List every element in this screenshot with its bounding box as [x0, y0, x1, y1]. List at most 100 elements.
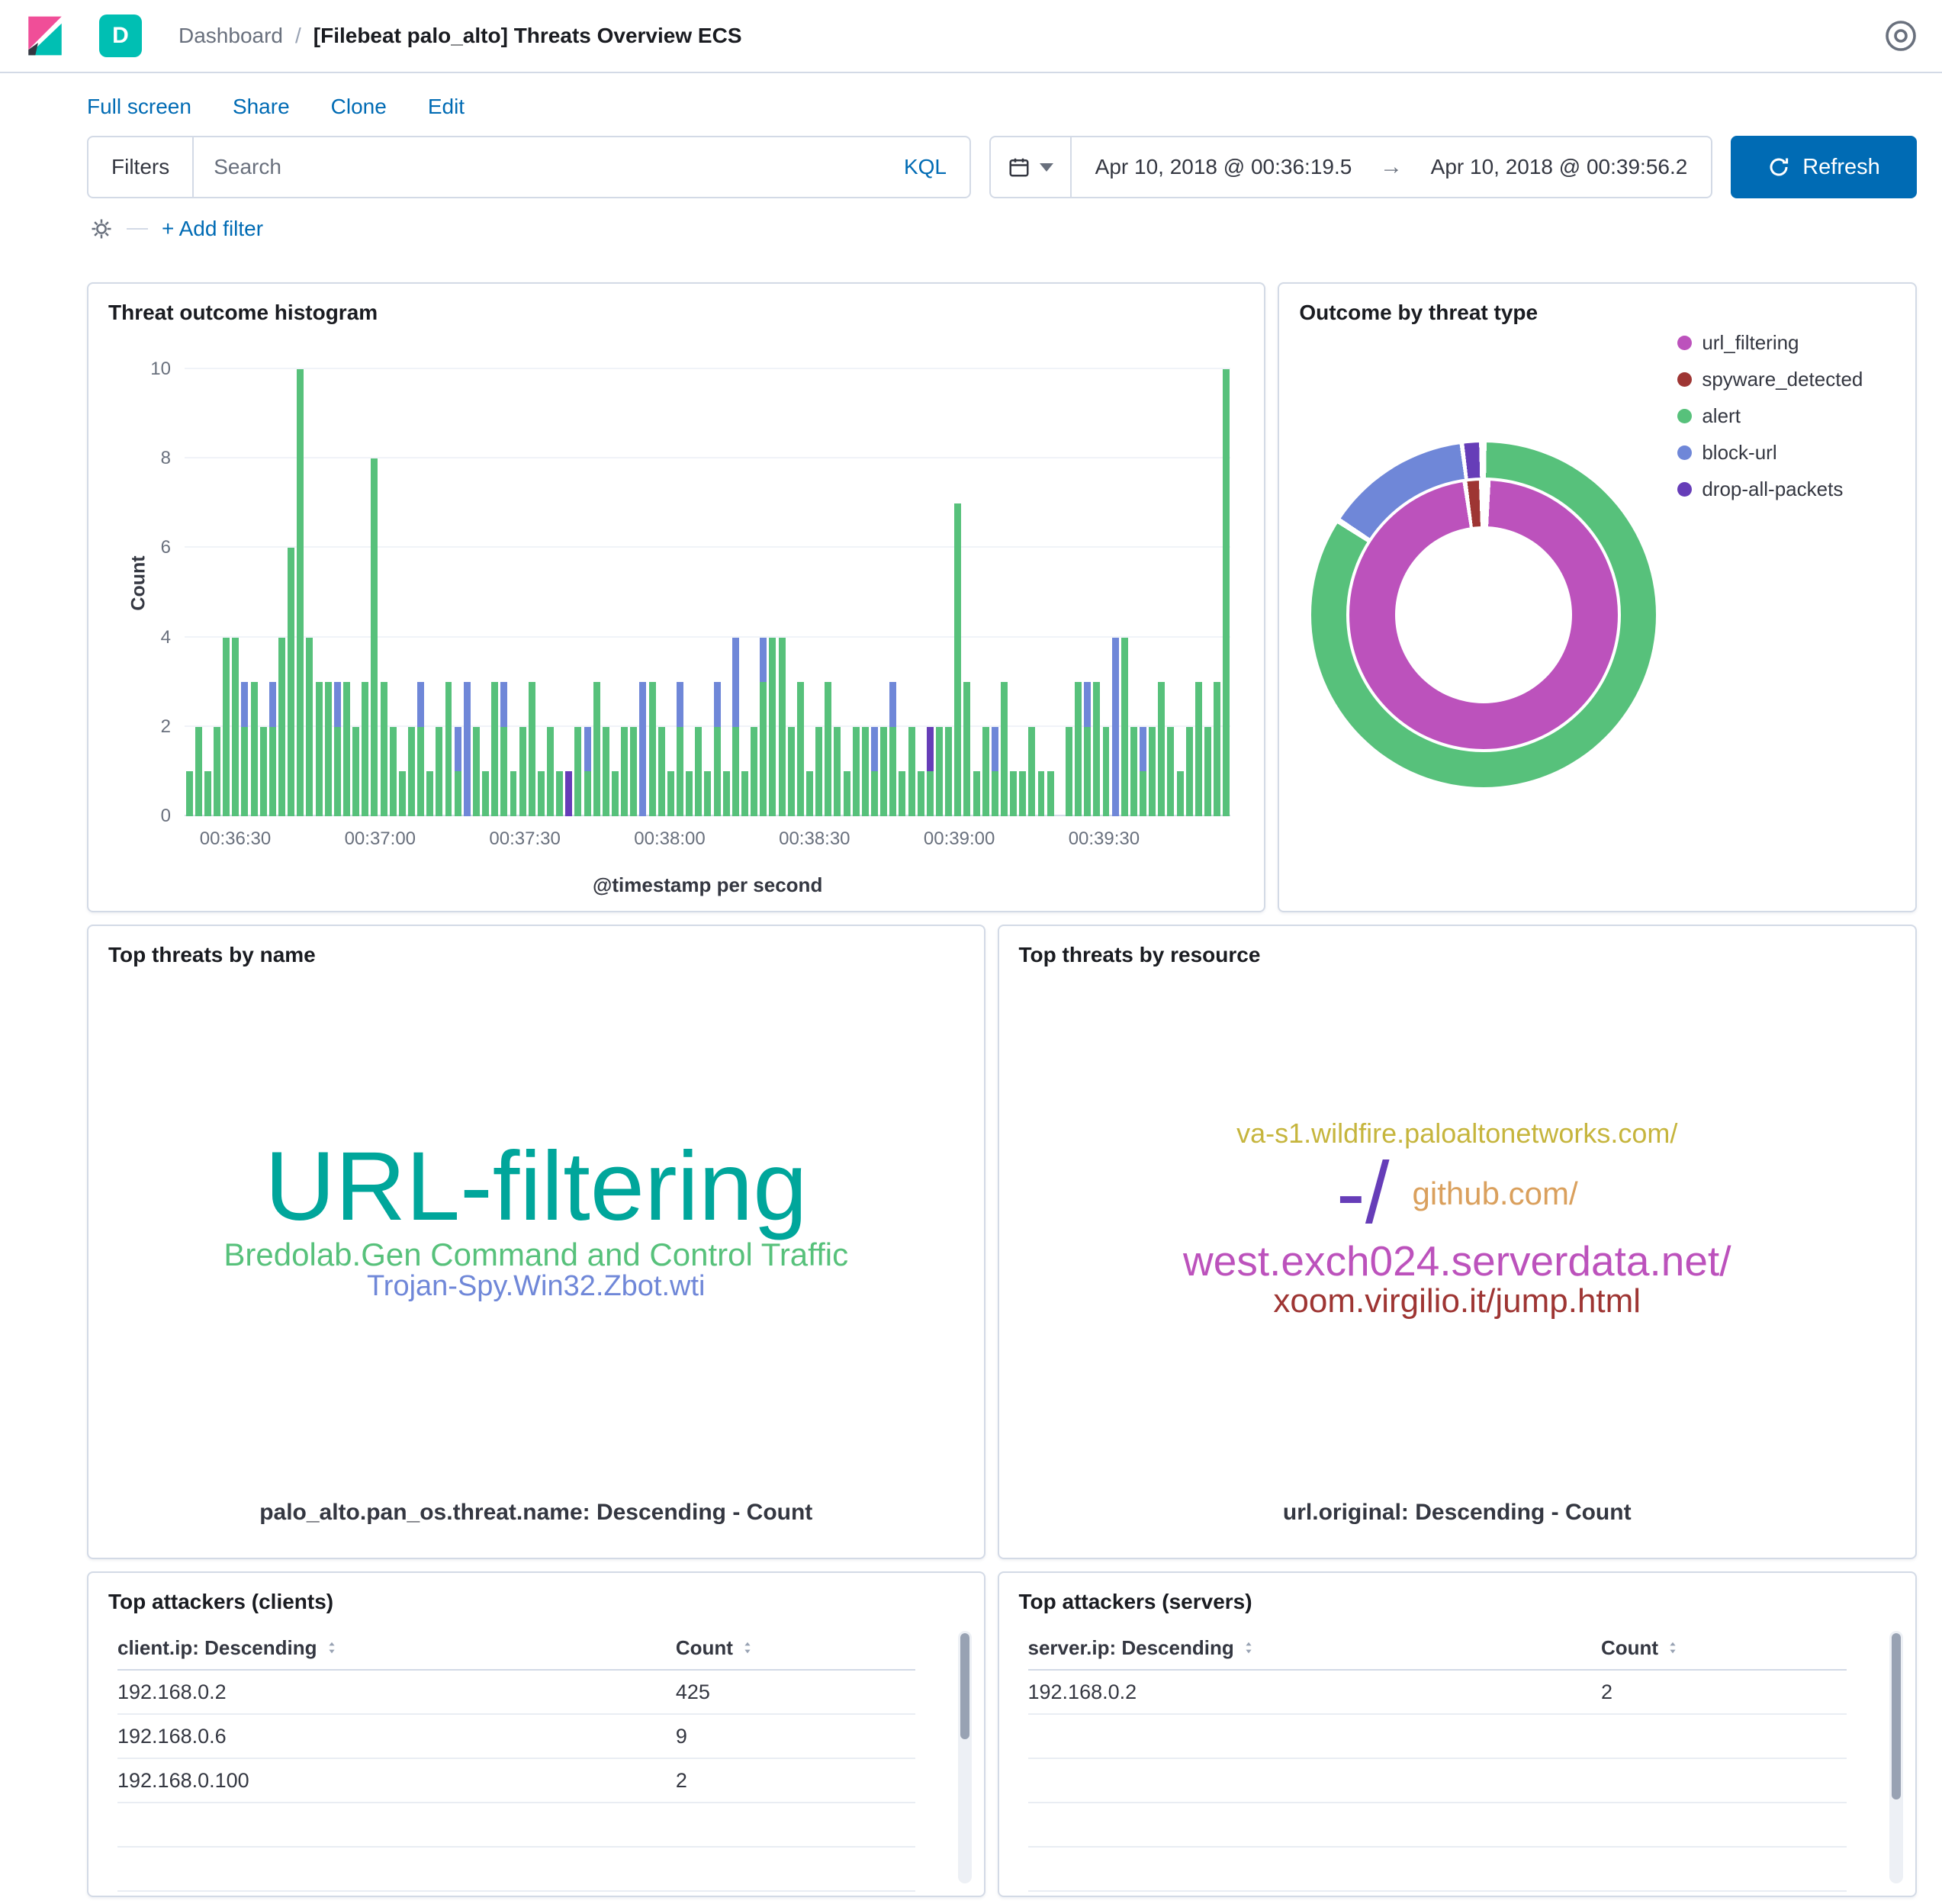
- histogram-bar[interactable]: [584, 369, 591, 816]
- histogram-bar[interactable]: [1010, 369, 1017, 816]
- histogram-bar[interactable]: [436, 369, 442, 816]
- histogram-bar[interactable]: [639, 369, 646, 816]
- histogram-bar[interactable]: [556, 369, 563, 816]
- histogram-bar[interactable]: [936, 369, 943, 816]
- add-filter-link[interactable]: + Add filter: [162, 217, 263, 241]
- histogram-bar[interactable]: [593, 369, 600, 816]
- histogram-bar[interactable]: [612, 369, 619, 816]
- donut-inner-ring[interactable]: [1346, 478, 1621, 752]
- histogram-bar[interactable]: [352, 369, 359, 816]
- legend-item-url_filtering[interactable]: url_filtering: [1677, 331, 1863, 355]
- histogram-bar[interactable]: [519, 369, 526, 816]
- histogram-bar[interactable]: [714, 369, 721, 816]
- histogram-bar[interactable]: [316, 369, 323, 816]
- histogram-bar[interactable]: [603, 369, 609, 816]
- search-input[interactable]: [194, 137, 881, 197]
- legend-item-alert[interactable]: alert: [1677, 404, 1863, 428]
- table-header-row[interactable]: server.ip: DescendingCount: [1028, 1626, 1847, 1671]
- histogram-bar[interactable]: [704, 369, 711, 816]
- histogram-bar[interactable]: [1047, 369, 1054, 816]
- histogram-bar[interactable]: [844, 369, 850, 816]
- histogram-bar[interactable]: [260, 369, 267, 816]
- histogram-bar[interactable]: [426, 369, 433, 816]
- histogram-bar[interactable]: [954, 369, 961, 816]
- legend-item-drop-all-packets[interactable]: drop-all-packets: [1677, 478, 1863, 501]
- histogram-bar[interactable]: [1167, 369, 1174, 816]
- histogram-bar[interactable]: [788, 369, 795, 816]
- histogram-bar[interactable]: [269, 369, 276, 816]
- histogram-bar[interactable]: [223, 369, 230, 816]
- histogram-bar[interactable]: [204, 369, 211, 816]
- histogram-bar[interactable]: [325, 369, 332, 816]
- refresh-button[interactable]: Refresh: [1731, 136, 1917, 198]
- date-end[interactable]: Apr 10, 2018 @ 00:39:56.2: [1407, 155, 1711, 179]
- histogram-bar[interactable]: [1038, 369, 1045, 816]
- histogram-bar[interactable]: [667, 369, 674, 816]
- histogram-bar[interactable]: [973, 369, 980, 816]
- histogram-bar[interactable]: [278, 369, 285, 816]
- histogram-bar[interactable]: [371, 369, 378, 816]
- date-start[interactable]: Apr 10, 2018 @ 00:36:19.5: [1072, 155, 1375, 179]
- histogram-bar[interactable]: [1140, 369, 1146, 816]
- table-header-row[interactable]: client.ip: DescendingCount: [117, 1626, 915, 1671]
- histogram-bar[interactable]: [751, 369, 757, 816]
- table-row[interactable]: 192.168.0.22: [1028, 1671, 1847, 1715]
- histogram-bar[interactable]: [510, 369, 517, 816]
- histogram-bar[interactable]: [288, 369, 294, 816]
- histogram-bar[interactable]: [963, 369, 970, 816]
- histogram-bar[interactable]: [343, 369, 350, 816]
- histogram-bar[interactable]: [362, 369, 368, 816]
- histogram-bar[interactable]: [853, 369, 860, 816]
- space-avatar[interactable]: D: [99, 14, 142, 57]
- histogram-bar[interactable]: [658, 369, 665, 816]
- tagcloud-word[interactable]: west.exch024.serverdata.net/: [1183, 1240, 1731, 1284]
- legend-item-block-url[interactable]: block-url: [1677, 441, 1863, 465]
- toolbar-link-edit[interactable]: Edit: [428, 95, 465, 119]
- histogram-bar[interactable]: [1177, 369, 1184, 816]
- calendar-button[interactable]: [991, 137, 1072, 197]
- histogram-bar[interactable]: [1130, 369, 1137, 816]
- tagcloud-word[interactable]: github.com/: [1413, 1177, 1578, 1211]
- tagcloud-word[interactable]: -/: [1336, 1148, 1390, 1240]
- histogram-bar[interactable]: [649, 369, 656, 816]
- breadcrumb-dashboard[interactable]: Dashboard: [178, 24, 283, 48]
- table-row[interactable]: 192.168.0.2425: [117, 1671, 915, 1715]
- histogram-bar[interactable]: [417, 369, 424, 816]
- histogram-bar[interactable]: [1066, 369, 1072, 816]
- histogram-bar[interactable]: [862, 369, 869, 816]
- toolbar-link-clone[interactable]: Clone: [331, 95, 387, 119]
- histogram-bar[interactable]: [482, 369, 489, 816]
- histogram-bar[interactable]: [1028, 369, 1035, 816]
- histogram-bar[interactable]: [908, 369, 915, 816]
- histogram-bar[interactable]: [547, 369, 554, 816]
- histogram-bar[interactable]: [214, 369, 220, 816]
- toolbar-link-share[interactable]: Share: [233, 95, 290, 119]
- histogram-bar[interactable]: [1093, 369, 1100, 816]
- scrollbar-thumb[interactable]: [1892, 1633, 1901, 1799]
- histogram-bar[interactable]: [500, 369, 507, 816]
- kql-language-button[interactable]: KQL: [881, 155, 969, 179]
- table-row[interactable]: 192.168.0.1002: [117, 1759, 915, 1803]
- tagcloud-word[interactable]: va-s1.wildfire.paloaltonetworks.com/: [1236, 1119, 1677, 1148]
- histogram-bar[interactable]: [621, 369, 628, 816]
- donut-chart[interactable]: [1311, 442, 1656, 787]
- histogram-bar[interactable]: [1112, 369, 1119, 816]
- histogram-bar[interactable]: [779, 369, 786, 816]
- histogram-bar[interactable]: [982, 369, 989, 816]
- table-row[interactable]: 192.168.0.69: [117, 1715, 915, 1759]
- histogram-bar[interactable]: [251, 369, 258, 816]
- nav-circle-icon[interactable]: [1883, 18, 1919, 54]
- histogram-bar[interactable]: [195, 369, 202, 816]
- histogram-bar[interactable]: [1214, 369, 1220, 816]
- column-header[interactable]: server.ip: Descending: [1028, 1636, 1601, 1660]
- histogram-bar[interactable]: [741, 369, 748, 816]
- column-header[interactable]: Count: [1601, 1636, 1847, 1660]
- histogram-bar[interactable]: [334, 369, 341, 816]
- tagcloud-word[interactable]: Trojan-Spy.Win32.Zbot.wti: [367, 1272, 705, 1302]
- histogram-bar[interactable]: [408, 369, 415, 816]
- scrollbar-thumb[interactable]: [960, 1633, 969, 1739]
- histogram-bar[interactable]: [797, 369, 804, 816]
- histogram-bar[interactable]: [815, 369, 822, 816]
- kibana-logo-icon[interactable]: [23, 14, 67, 58]
- histogram-bar[interactable]: [241, 369, 248, 816]
